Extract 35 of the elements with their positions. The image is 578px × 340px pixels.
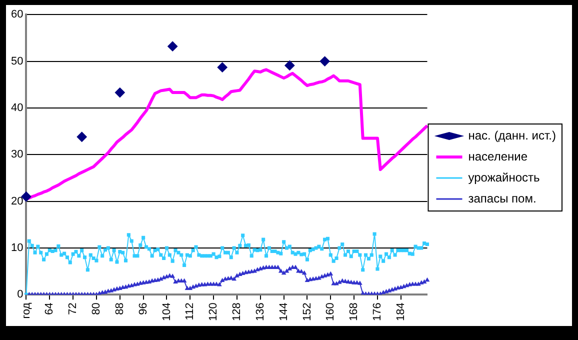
x-tick-label: год (20, 302, 32, 319)
x-tick-label: 72 (67, 302, 80, 315)
y-tick-label: 20 (10, 195, 24, 208)
legend-label: урожайность (468, 170, 540, 184)
x-tick-label: 80 (90, 302, 103, 315)
x-tick-label: 128 (231, 302, 244, 322)
legend-label: нас. (данн. ист.) (468, 128, 556, 142)
x-tick-label: 176 (372, 302, 384, 322)
point (217, 62, 228, 72)
x-tick-label: 136 (254, 302, 266, 322)
point (21, 192, 32, 202)
x-tick-label: 120 (208, 302, 220, 322)
x-tick-label: 104 (160, 302, 173, 322)
y-tick-label: 60 (10, 8, 24, 21)
y-tick-label: 10 (10, 242, 24, 254)
x-tick-label: 184 (394, 302, 407, 322)
x-tick-label: 168 (348, 302, 360, 322)
y-tick-label: 40 (10, 102, 24, 114)
y-tick-label: 0 (17, 288, 24, 301)
point (114, 88, 125, 98)
x-tick-label: 88 (114, 302, 126, 315)
x-tick-label: 144 (278, 302, 290, 322)
legend-label: население (468, 149, 528, 164)
x-tick-label: 112 (184, 302, 196, 320)
point (76, 132, 87, 142)
y-tick-label: 50 (10, 55, 24, 68)
x-tick-label: 152 (301, 302, 314, 322)
x-tick-label: 96 (137, 302, 150, 315)
legend-label: запасы пом. (468, 191, 536, 206)
x-tick-label: 160 (324, 302, 337, 322)
point (284, 60, 295, 70)
point (320, 56, 330, 66)
x-tick-label: 64 (44, 302, 56, 315)
y-tick-label: 30 (10, 148, 24, 161)
point (168, 41, 178, 52)
